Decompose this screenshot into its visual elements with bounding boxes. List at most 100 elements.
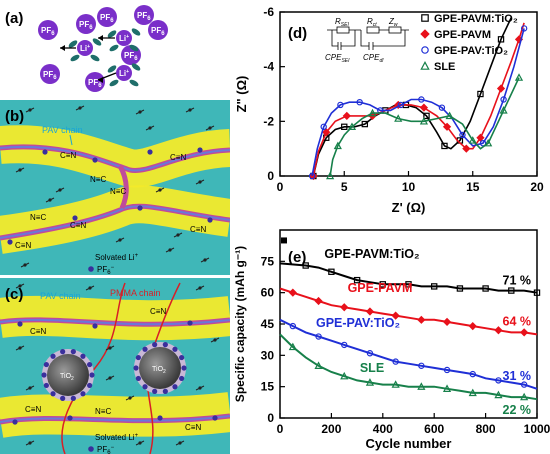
panel-e-x-tick-label: 400 — [373, 422, 393, 436]
panel-d-data-point — [462, 144, 471, 153]
pf6-ion-label: PF6 — [41, 26, 55, 37]
panel-d-x-tick-label: 15 — [466, 180, 480, 194]
circuit-label-cpe-sei: CPESEI — [325, 53, 350, 64]
panel-e-data-point — [417, 315, 426, 324]
solvent-molecule — [131, 28, 141, 36]
panel-e-data-point — [469, 370, 476, 378]
pf6-anion — [7, 239, 13, 245]
panel-e-data-point — [418, 362, 425, 369]
panel-b-cn-2: C≡N — [170, 153, 186, 162]
panel-e-ylabel: Specific capacity (mAh g⁻¹) — [233, 246, 247, 402]
panel-b-legend-li: Solvated Li — [95, 253, 135, 262]
panel-d-data-point — [397, 101, 404, 109]
arrow-head — [60, 45, 65, 51]
panel-d-y-tick-label: -4 — [263, 60, 274, 74]
panel-a-label: (a) — [5, 10, 23, 27]
pf6-anion — [147, 149, 153, 155]
panel-d-data-point — [361, 120, 369, 128]
panel-b-chain-link — [117, 164, 129, 210]
pf6-anion — [212, 415, 218, 421]
panel-d-x-tick-label: 5 — [341, 180, 348, 194]
panel-e-data-point — [508, 287, 515, 294]
panel-d-label: (d) — [288, 25, 307, 42]
panel-d-legend-marker — [420, 61, 430, 70]
adsorbed-pf6 — [70, 395, 76, 401]
adsorbed-pf6 — [80, 391, 86, 397]
panel-e-series-line — [279, 287, 538, 336]
panel-e-data-point — [391, 311, 400, 320]
solvent-stick — [210, 337, 220, 343]
solvent-molecule — [109, 79, 119, 87]
solvent-stick — [125, 395, 135, 401]
panel-e-data-point — [341, 341, 348, 349]
solvent-stick — [15, 167, 25, 173]
panel-e-data-point — [366, 350, 374, 357]
panel-e-y-tick-label: 30 — [261, 348, 275, 362]
panel-e-data-point — [520, 392, 529, 401]
panel-c-tio2-particle-1 — [47, 354, 89, 396]
panel-e-x-tick-label: 800 — [476, 422, 496, 436]
panel-e-data-point — [315, 333, 322, 340]
panel-d-data-point — [356, 98, 363, 106]
adsorbed-pf6 — [60, 349, 66, 355]
panel-e-series-annotation: GPE-PAVM — [348, 281, 413, 295]
panel-b-pav-chain-label: PAV chain — [42, 125, 83, 135]
panel-d-ylabel: Z" (Ω) — [234, 76, 249, 113]
adsorbed-pf6 — [41, 372, 47, 378]
adsorbed-pf6 — [135, 375, 141, 382]
pf6-ion-label: PF6 — [88, 78, 102, 89]
svg-text:Solvated Li+: Solvated Li+ — [95, 253, 139, 262]
pf6-anion — [42, 149, 48, 155]
panel-c-tio2-label-1: TiO — [60, 373, 72, 380]
pf6-ion — [134, 5, 154, 25]
solvent-molecule — [107, 65, 117, 73]
panel-c-pmma-chain-1 — [61, 282, 126, 454]
panel-d-legend-label: GPE-PAVM:TiO₂ — [434, 13, 518, 25]
solvent-molecule — [70, 54, 80, 62]
arrow-head — [98, 35, 103, 41]
panel-d-equivalent-circuit: RSEI Rct Zw CPESEI CPEdl — [325, 17, 409, 64]
panel-c-legend-pf6-marker — [88, 446, 94, 452]
solvent-molecule — [109, 44, 119, 52]
panel-e-data-point — [417, 382, 426, 390]
arrow-head — [98, 77, 103, 83]
adsorbed-pf6 — [60, 395, 66, 401]
adsorbed-pf6 — [87, 361, 93, 368]
panel-c-cn-2: C≡N — [150, 307, 166, 316]
solvent-stick — [145, 125, 155, 131]
circuit-resistor-ct — [366, 26, 380, 34]
solvent-stick — [165, 247, 175, 253]
panel-d-data-point — [484, 138, 493, 147]
panel-c-cn-1: C≡N — [30, 327, 46, 336]
svg-text:TiO2: TiO2 — [152, 366, 166, 375]
pf6-anion — [17, 321, 23, 327]
adsorbed-pf6 — [70, 349, 76, 355]
panel-b-legend-pf6-marker — [88, 266, 94, 272]
pf6-anion — [197, 147, 203, 153]
panel-d-series-line — [312, 22, 525, 177]
panel-e-data-point — [520, 381, 528, 388]
solvent-stick — [15, 283, 25, 289]
pf6-ion-label: PF6 — [151, 26, 165, 37]
li-ion-label: Li+ — [119, 34, 129, 43]
adsorbed-pf6 — [152, 388, 158, 394]
panel-e-data-point — [482, 285, 489, 292]
solvent-molecule — [107, 30, 117, 38]
panel-e-y-tick-label: 0 — [267, 411, 274, 425]
panel-d-legend-label: GPE-PAVM — [434, 29, 491, 41]
panel-b-nc-1: N≡C — [90, 175, 106, 184]
solvent-molecule — [90, 54, 100, 62]
panel-d-data-point — [477, 90, 484, 98]
solvent-stick — [105, 375, 115, 381]
adsorbed-pf6 — [152, 342, 158, 348]
panel-e-data-point — [289, 322, 297, 330]
panel-d-y-tick-label: -2 — [263, 114, 274, 128]
panel-e-data-point — [468, 321, 477, 331]
panel-b-cn-5: C≡N — [190, 225, 206, 234]
panel-c-schematic: TiO2 TiO2 (c) PAV chain PMMA chain C≡N C… — [0, 278, 230, 454]
pf6-anion — [187, 320, 193, 326]
panel-d-data-point — [423, 112, 430, 120]
panel-d-data-point — [341, 123, 348, 130]
pf6-ion — [38, 20, 58, 40]
panel-e-data-point — [442, 317, 452, 327]
